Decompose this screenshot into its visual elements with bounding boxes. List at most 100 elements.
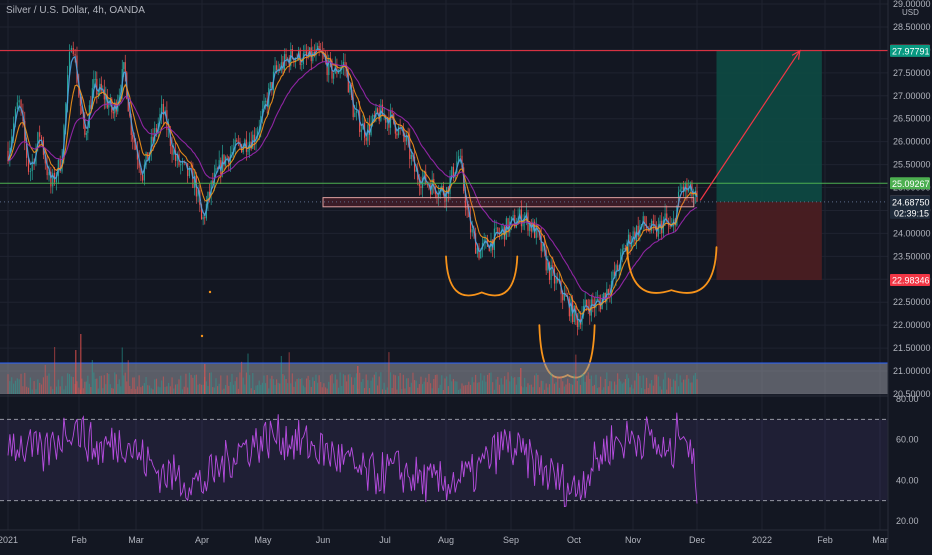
volume-bar [14,380,17,394]
candle-body [194,175,196,188]
volume-bar [213,387,215,394]
volume-bar [575,354,577,394]
volume-bar [352,384,354,394]
volume-bar [244,384,246,394]
candle-body [420,186,422,188]
time-tick-label: Jun [316,535,331,545]
candle-body [540,235,542,251]
candle [18,95,20,112]
volume-bar [291,373,293,394]
candle-body [124,62,126,73]
volume-bar [688,378,690,394]
volume-bar [124,372,126,394]
candle-body [349,85,351,93]
candle [94,71,96,84]
candle-body [372,115,374,124]
volume-bar [381,389,384,394]
volume-bar [505,379,507,394]
price-badge: 25.09267 [890,177,930,190]
volume-bar [349,373,351,394]
volume-bar [612,389,614,394]
candle [305,44,308,66]
candle-body [598,299,600,302]
volume-bar [44,364,46,394]
time-tick-label: Nov [625,535,642,545]
volume-bar [59,386,61,394]
candle-body [48,171,50,176]
candle-body [140,167,142,176]
volume-bar [274,385,276,394]
volume-bar [168,382,170,394]
volume-bar [360,381,362,394]
candle-body [649,230,651,232]
volume-bar [318,375,320,394]
volume-bar [433,378,435,394]
volume-bar [529,385,531,394]
volume-bar [420,376,422,394]
candle-body [381,104,384,116]
candle-body [360,129,362,133]
volume-bar [659,386,661,394]
volume-bar [646,377,648,394]
price-tick-label: 27.00000 [893,91,931,101]
candle [483,232,485,251]
candle-body [659,220,661,225]
volume-bar [629,387,631,394]
candle-body [26,140,28,159]
time-tick-label: Oct [567,535,582,545]
volume-bar [425,377,427,394]
candle [688,179,690,193]
time-tick-label: Apr [195,535,209,545]
candle-body [615,265,617,276]
candle [173,143,175,161]
volume-bar [210,372,212,394]
volume-bar [93,372,95,394]
volume-bar [399,372,401,394]
volume-bar [258,380,260,394]
volume-bar [457,389,460,394]
candle-body [438,194,440,197]
volume-bar [96,378,98,394]
candle-body [535,224,537,238]
candle-body [555,278,557,284]
volume-bar [152,389,154,394]
volume-bar [431,388,433,394]
volume-bar [247,353,249,394]
candle-body [138,159,140,168]
candle-body [396,133,398,136]
candle-body [143,165,145,181]
volume-bar [621,383,623,394]
volume-bar [136,386,138,394]
candle-body [354,112,356,118]
volume-bar [469,384,472,394]
candle-body [31,161,33,172]
volume-bar [452,379,455,394]
volume-bar [412,372,414,394]
candle-body [368,124,371,136]
volume-bar [666,389,668,394]
candle-body [87,127,89,134]
price-badge-label: 27.97791 [892,46,930,56]
volume-bar [415,380,417,394]
volume-bar [481,380,484,394]
volume-bar [305,378,308,394]
volume-bar [65,385,67,394]
volume-bar [316,382,319,394]
volume-bar [223,388,225,394]
candle-body [603,292,605,299]
price-badge: 22.98346 [890,274,930,287]
candle [679,182,681,192]
volume-bar [401,389,403,394]
volume-bar [530,384,532,394]
volume-bar [386,387,388,394]
countdown-bg [890,206,930,219]
volume-bar [560,376,562,394]
candle-body [352,97,354,118]
candle-body [495,227,497,229]
candle [161,95,163,125]
volume-bar [444,378,446,394]
candle-body [204,217,206,219]
volume-bar [662,379,664,394]
volume-bar [35,389,37,394]
